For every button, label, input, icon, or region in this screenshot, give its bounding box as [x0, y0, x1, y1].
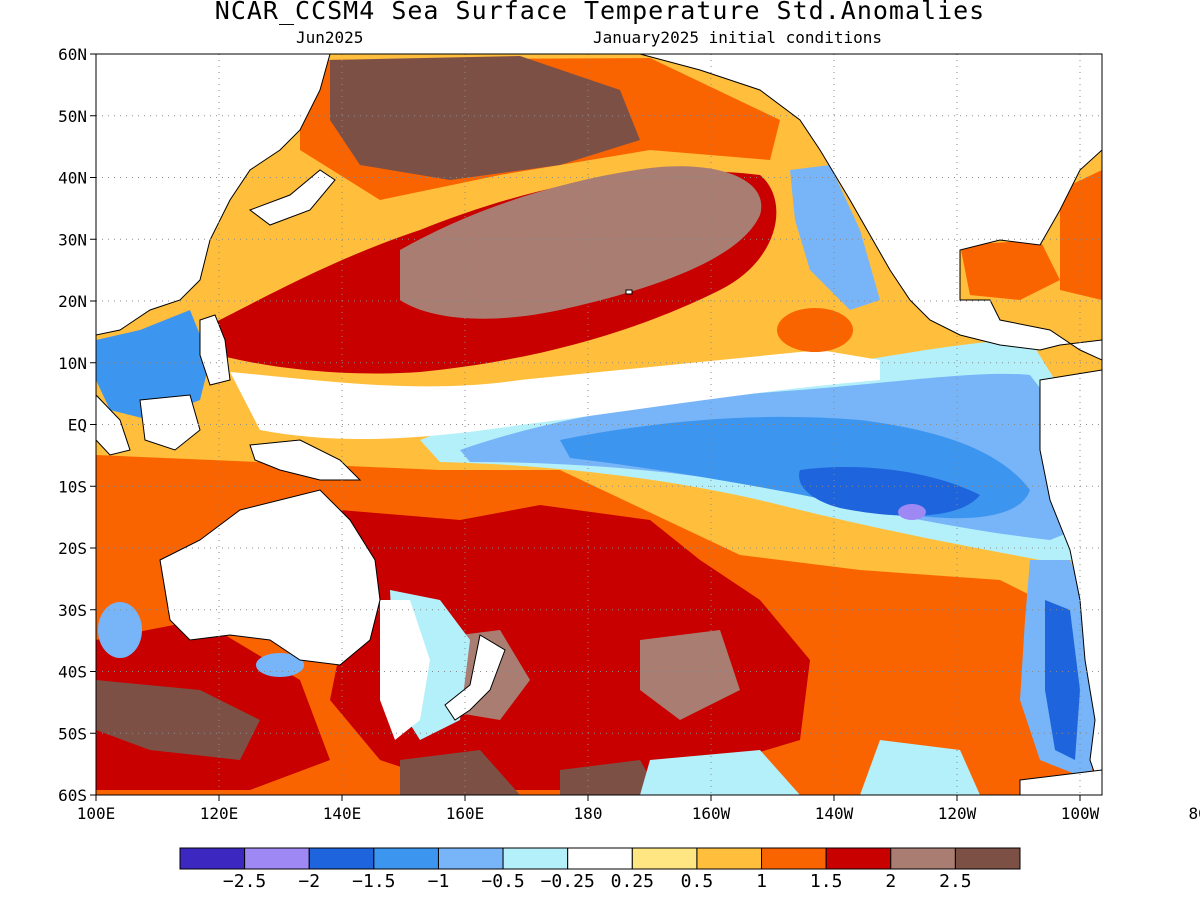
- south-china-sea-cool: [96, 310, 210, 420]
- north-pacific-brown-north: [330, 56, 640, 180]
- map-title: NCAR_CCSM4 Sea Surface Temperature Std.A…: [214, 0, 986, 25]
- lat-label: 40S: [58, 663, 87, 682]
- longitude-labels: 100E 120E 140E 160E 180 160W 140W 120W 100W 80W: [77, 804, 1200, 823]
- colorbar-swatch: [567, 847, 633, 870]
- southern-cool-patch-2: [860, 740, 980, 795]
- north-america: [639, 54, 1102, 361]
- initial-conditions-label: January2025 initial conditions: [593, 28, 882, 47]
- southern-brown-patch-2: [640, 630, 740, 720]
- asia: [96, 54, 331, 336]
- chile-coastal-cool-core: [1045, 600, 1080, 760]
- southern-brown-patch-4: [560, 760, 660, 795]
- southern-brown-patch-3: [400, 750, 520, 795]
- colorbar-label: −1.5: [352, 871, 395, 892]
- philippines: [199, 314, 231, 386]
- colorbar-label: 1: [756, 871, 767, 892]
- colorbar: [179, 847, 1021, 870]
- colorbar-label: 0.5: [681, 871, 714, 892]
- lon-label: 100E: [77, 804, 116, 823]
- colorbar-labels: −2.5 −2 −1.5 −1 −0.5 −0.25 0.25 0.5 1 1.5 2 2.5: [223, 871, 972, 892]
- lat-label: 10S: [58, 477, 87, 496]
- tropical-neutral-band: [230, 350, 880, 440]
- sumatra: [96, 394, 131, 456]
- new-zealand: [444, 634, 506, 721]
- colorbar-label: −2.5: [223, 871, 266, 892]
- lat-label: 20N: [58, 292, 87, 311]
- lon-label: 120E: [200, 804, 239, 823]
- land: [96, 54, 1102, 795]
- lat-label: 40N: [58, 169, 87, 188]
- colorbar-swatch: [890, 847, 956, 870]
- gulf-of-mexico-warm: [960, 240, 1060, 300]
- japan: [248, 169, 336, 226]
- colorbar-label: 0.25: [611, 871, 654, 892]
- lon-label: 160E: [446, 804, 485, 823]
- indian-brown-band: [96, 680, 260, 760]
- california-current-cool: [790, 165, 880, 310]
- north-pacific-brown-core: [400, 166, 762, 319]
- lat-label: 30S: [58, 601, 87, 620]
- colorbar-swatch: [825, 847, 892, 870]
- lat-label: 10N: [58, 354, 87, 373]
- axis-ticks: [90, 53, 1081, 801]
- lon-label: 180: [574, 804, 603, 823]
- colorbar-swatch: [696, 847, 763, 870]
- lon-label: 140E: [323, 804, 362, 823]
- lat-label: 60N: [58, 45, 87, 64]
- lat-label: EQ: [68, 416, 87, 435]
- lat-label: 60S: [58, 786, 87, 805]
- colorbar-label: 1.5: [810, 871, 843, 892]
- west-australia-cool: [98, 602, 142, 658]
- colorbar-swatch: [373, 847, 439, 870]
- south-australia-cool: [256, 653, 304, 677]
- antarctica-edge: [1019, 769, 1102, 795]
- lat-label: 50S: [58, 724, 87, 743]
- colorbar-swatch: [179, 847, 246, 870]
- colorbar-swatch: [437, 847, 504, 870]
- hawaii: [625, 289, 633, 295]
- lon-label: 140W: [815, 804, 854, 823]
- lat-label: 20S: [58, 539, 87, 558]
- colorbar-label: 2: [885, 871, 896, 892]
- map-panel: [96, 54, 1102, 795]
- lat-label: 30N: [58, 230, 87, 249]
- lat-label: 50N: [58, 107, 87, 126]
- anomaly-field: [96, 56, 1102, 795]
- colorbar-swatch: [631, 847, 698, 870]
- australia: [159, 489, 381, 666]
- tasman-neutral: [380, 600, 430, 740]
- colorbar-label: −2: [298, 871, 320, 892]
- colorbar-label: −0.25: [541, 871, 595, 892]
- colorbar-swatch: [308, 847, 375, 870]
- cool-min-spot: [898, 504, 926, 520]
- south-america: [1039, 369, 1102, 795]
- lon-label: 80W: [1189, 804, 1200, 823]
- colorbar-label: −0.5: [481, 871, 524, 892]
- colorbar-label: 2.5: [939, 871, 972, 892]
- equatorial-cool-deep: [799, 467, 980, 516]
- colorbar-swatch: [954, 847, 1021, 870]
- valid-month-label: Jun2025: [296, 28, 364, 47]
- east-pacific-warm-spot: [777, 308, 853, 352]
- colorbar-swatch: [502, 847, 569, 870]
- borneo: [139, 394, 201, 451]
- lon-label: 100W: [1061, 804, 1100, 823]
- lon-label: 120W: [938, 804, 977, 823]
- atlantic-warm: [1060, 170, 1102, 300]
- colorbar-swatch: [761, 847, 827, 870]
- colorbar-label: −1: [428, 871, 450, 892]
- southern-cool-patch: [640, 750, 800, 795]
- lon-label: 160W: [692, 804, 731, 823]
- latitude-labels: 60N 50N 40N 30N 20N 10N EQ 10S 20S 30S 40S 50S 60S: [58, 45, 87, 805]
- new-guinea: [249, 439, 362, 481]
- colorbar-swatch: [244, 847, 310, 870]
